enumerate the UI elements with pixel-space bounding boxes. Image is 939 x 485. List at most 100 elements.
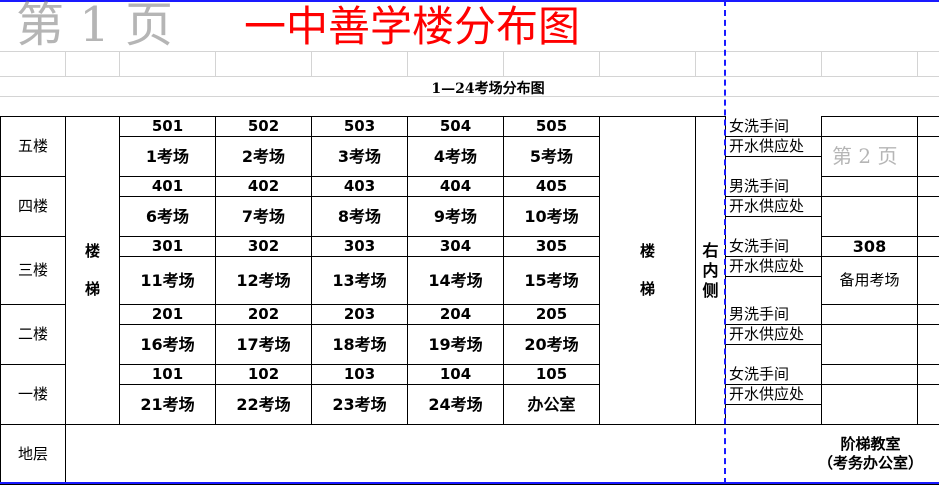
room-name[interactable]: 16考场	[119, 324, 216, 365]
room-number[interactable]: 204	[407, 304, 504, 325]
extra-room-number[interactable]: 308	[821, 236, 918, 257]
gridline	[119, 52, 120, 76]
facility-label[interactable]: 女洗手间	[726, 236, 822, 257]
room-name[interactable]: 12考场	[215, 256, 312, 305]
room-number[interactable]: 304	[407, 236, 504, 257]
room-number[interactable]: 301	[119, 236, 216, 257]
empty-cell[interactable]	[821, 364, 918, 385]
ground-room[interactable]: 阶梯教室 （考务办公室）	[817, 434, 923, 472]
facility-label[interactable]: 女洗手间	[726, 364, 822, 385]
empty-cell[interactable]	[917, 304, 939, 325]
page-title: 一中善学楼分布图	[243, 2, 580, 51]
floor-label[interactable]: 二楼	[0, 304, 66, 365]
room-name[interactable]: 22考场	[215, 384, 312, 425]
room-name[interactable]: 18考场	[311, 324, 408, 365]
gridline	[599, 52, 600, 76]
gridline	[695, 52, 696, 76]
empty-cell[interactable]	[917, 384, 939, 425]
floor-label[interactable]: 三楼	[0, 236, 66, 305]
room-number[interactable]: 402	[215, 176, 312, 197]
room-name[interactable]: 19考场	[407, 324, 504, 365]
floor-label[interactable]: 一楼	[0, 364, 66, 425]
room-number[interactable]: 205	[503, 304, 600, 325]
facility-label[interactable]: 男洗手间	[726, 304, 822, 325]
empty-cell[interactable]	[821, 136, 918, 177]
room-name[interactable]: 9考场	[407, 196, 504, 237]
room-name[interactable]: 6考场	[119, 196, 216, 237]
room-number[interactable]: 403	[311, 176, 408, 197]
empty-cell[interactable]	[917, 324, 939, 365]
room-name[interactable]: 11考场	[119, 256, 216, 305]
room-name[interactable]: 17考场	[215, 324, 312, 365]
room-number[interactable]: 401	[119, 176, 216, 197]
floor-label-ground[interactable]: 地层	[0, 424, 66, 485]
facility-label[interactable]: 开水供应处	[726, 136, 822, 157]
room-number[interactable]: 505	[503, 116, 600, 137]
room-name[interactable]: 13考场	[311, 256, 408, 305]
empty-cell[interactable]	[821, 116, 918, 137]
room-name[interactable]: 8考场	[311, 196, 408, 237]
facility-label[interactable]: 开水供应处	[726, 384, 822, 405]
room-name[interactable]: 15考场	[503, 256, 600, 305]
room-number[interactable]: 203	[311, 304, 408, 325]
room-number[interactable]: 202	[215, 304, 312, 325]
facility-label[interactable]: 开水供应处	[726, 256, 822, 277]
room-number[interactable]: 104	[407, 364, 504, 385]
empty-cell[interactable]	[917, 116, 939, 137]
empty-cell[interactable]	[821, 176, 918, 197]
room-name[interactable]: 5考场	[503, 136, 600, 177]
empty-cell[interactable]	[917, 176, 939, 197]
facility-label[interactable]: 开水供应处	[726, 196, 822, 217]
empty-cell[interactable]	[821, 384, 918, 425]
gridline	[311, 52, 312, 76]
room-number[interactable]: 302	[215, 236, 312, 257]
room-name[interactable]: 办公室	[503, 384, 600, 425]
room-name[interactable]: 1考场	[119, 136, 216, 177]
gridline	[503, 52, 504, 76]
room-number[interactable]: 503	[311, 116, 408, 137]
facility-label[interactable]: 女洗手间	[726, 116, 822, 137]
stairs-left[interactable]: 楼 梯	[65, 116, 120, 425]
room-name[interactable]: 3考场	[311, 136, 408, 177]
room-number[interactable]: 303	[311, 236, 408, 257]
room-number[interactable]: 101	[119, 364, 216, 385]
room-name[interactable]: 14考场	[407, 256, 504, 305]
room-number[interactable]: 201	[119, 304, 216, 325]
room-number[interactable]: 405	[503, 176, 600, 197]
empty-cell[interactable]	[917, 136, 939, 177]
room-name[interactable]: 10考场	[503, 196, 600, 237]
empty-cell[interactable]	[917, 196, 939, 237]
room-name[interactable]: 21考场	[119, 384, 216, 425]
gridline	[821, 52, 822, 76]
empty-cell[interactable]	[821, 304, 918, 325]
stairs-right[interactable]: 楼 梯	[599, 116, 696, 425]
extra-room-name[interactable]: 备用考场	[821, 256, 918, 305]
empty-cell[interactable]	[917, 364, 939, 385]
room-number[interactable]: 305	[503, 236, 600, 257]
room-name[interactable]: 24考场	[407, 384, 504, 425]
page-break-line[interactable]	[724, 0, 726, 484]
room-name[interactable]: 23考场	[311, 384, 408, 425]
room-number[interactable]: 103	[311, 364, 408, 385]
room-number[interactable]: 105	[503, 364, 600, 385]
room-name[interactable]: 2考场	[215, 136, 312, 177]
empty-cell[interactable]	[821, 324, 918, 365]
room-number[interactable]: 102	[215, 364, 312, 385]
room-name[interactable]: 4考场	[407, 136, 504, 177]
empty-cell[interactable]	[821, 196, 918, 237]
gridline	[0, 96, 939, 97]
gridline	[215, 52, 216, 76]
floor-label[interactable]: 四楼	[0, 176, 66, 237]
empty-cell[interactable]	[917, 256, 939, 305]
room-number[interactable]: 502	[215, 116, 312, 137]
empty-cell[interactable]	[917, 236, 939, 257]
room-name[interactable]: 20考场	[503, 324, 600, 365]
facility-label[interactable]: 开水供应处	[726, 324, 822, 345]
facility-label[interactable]: 男洗手间	[726, 176, 822, 197]
room-number[interactable]: 501	[119, 116, 216, 137]
right-inner-side[interactable]: 右 内 侧	[695, 116, 726, 425]
room-name[interactable]: 7考场	[215, 196, 312, 237]
room-number[interactable]: 404	[407, 176, 504, 197]
room-number[interactable]: 504	[407, 116, 504, 137]
floor-label[interactable]: 五楼	[0, 116, 66, 177]
